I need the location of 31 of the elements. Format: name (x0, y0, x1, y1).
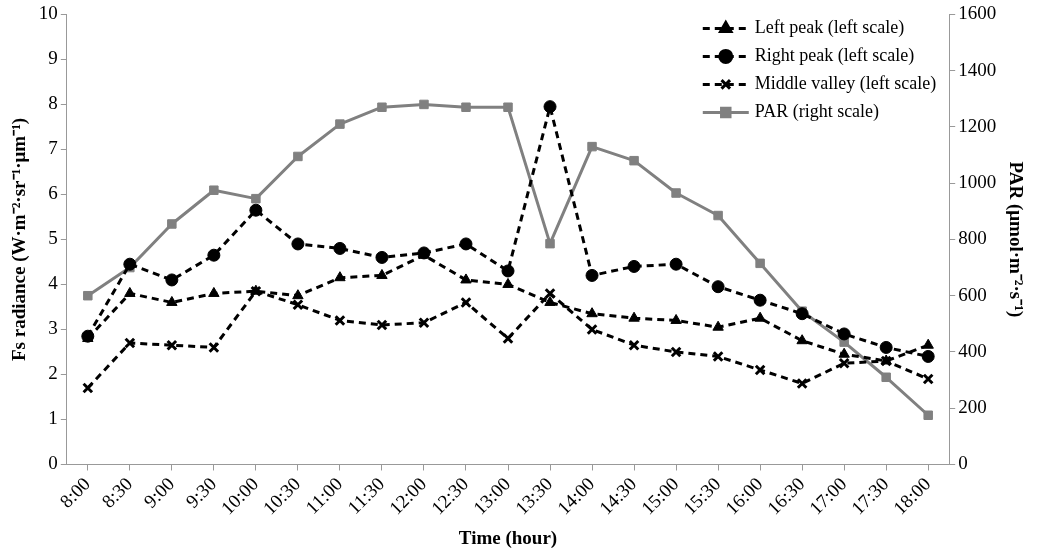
y-tick-label: 9 (48, 47, 58, 69)
x-tick-label: 9:00 (139, 473, 179, 512)
y2-tick-label: 1600 (958, 2, 997, 24)
y2-tick-label: 600 (958, 283, 987, 305)
x-tick-label: 8:30 (97, 473, 137, 512)
x-tick-label: 8:00 (55, 473, 95, 512)
y-tick-label: 4 (48, 272, 59, 294)
y2-axis-title: PAR (μmol·m⁻²·s⁻¹) (1004, 161, 1027, 318)
legend-label: PAR (right scale) (754, 101, 880, 123)
y-axis-title: Fs radiance (W·m⁻²·sr⁻¹·μm⁻¹) (8, 117, 31, 362)
y-tick-label: 7 (48, 137, 58, 159)
y-tick-label: 6 (48, 182, 58, 204)
y2-tick-label: 400 (958, 339, 987, 361)
y-tick-label: 1 (48, 407, 58, 429)
legend-label: Right peak (left scale) (754, 45, 915, 67)
x-tick-label: 9:30 (181, 473, 221, 512)
y-tick-label: 8 (48, 92, 58, 114)
y-tick-label: 3 (48, 317, 58, 339)
y2-tick-label: 200 (958, 396, 987, 418)
y-tick-label: 2 (48, 362, 58, 384)
y-tick-label: 0 (48, 452, 58, 474)
y2-tick-label: 1400 (958, 58, 997, 80)
y2-tick-label: 0 (958, 452, 968, 474)
y2-tick-label: 1000 (958, 171, 997, 193)
legend-label: Middle valley (left scale) (754, 73, 937, 95)
y-tick-label: 10 (38, 2, 58, 24)
y-tick-label: 5 (48, 227, 58, 249)
y2-tick-label: 800 (958, 227, 987, 249)
legend-label: Left peak (left scale) (754, 17, 905, 39)
y2-tick-label: 1200 (958, 114, 997, 136)
x-axis-title: Time (hour) (458, 526, 558, 549)
